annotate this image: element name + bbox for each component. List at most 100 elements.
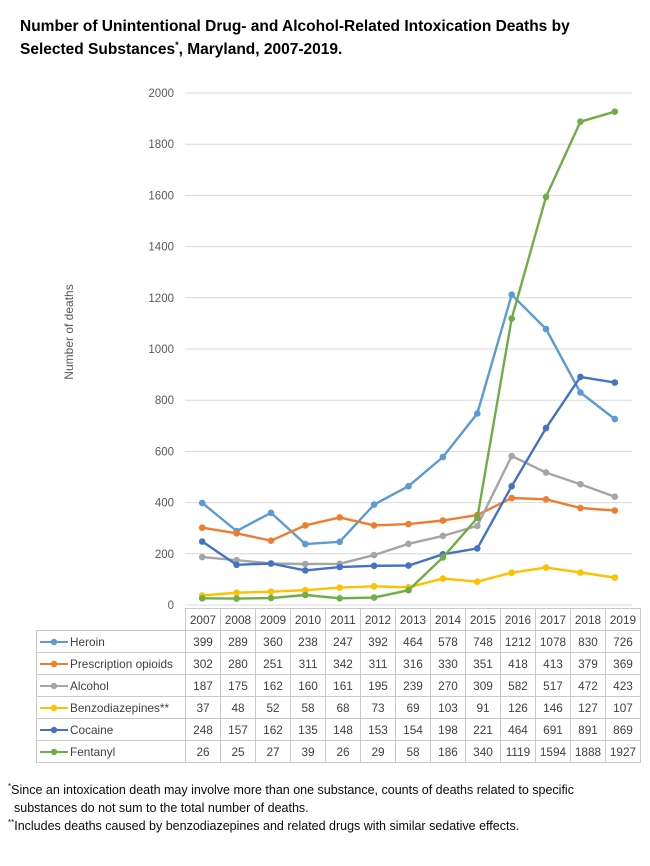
series-name: Benzodiazepines** [70,700,170,715]
year-header-cell: 2016 [500,608,536,631]
table-header-row: 2007 2008 2009 2010 2011 2012 2013 2014 2015 2016… [37,608,641,631]
value-cell: 1119 [500,740,536,763]
value-cell: 127 [570,696,606,719]
value-cell: 311 [360,652,396,675]
data-point-heroin [405,482,412,490]
value-cell: 37 [185,696,221,719]
data-point-heroin [577,389,584,396]
value-cell: 351 [465,652,501,675]
data-point-fentanyl [370,594,378,601]
value-cell: 869 [605,718,641,741]
y-tick-label: 400 [155,498,174,510]
footnote-1: *Since an intoxication death may involve… [8,781,586,817]
value-cell: 58 [395,740,431,763]
series-marker-icon [40,660,68,667]
data-point-alcohol [370,551,378,559]
value-cell: 311 [290,652,326,675]
value-cell: 472 [570,674,606,697]
data-point-cocaine [233,561,240,569]
series-name: Heroin [70,634,105,649]
series-name: Alcohol [70,678,109,693]
legend-cell: Prescription opioids [36,652,186,675]
value-cell: 153 [360,718,396,741]
series-line-alcohol [200,454,616,566]
legend-cell: Cocaine [36,718,186,741]
data-point-benzodiazepines [474,578,481,585]
data-point-prescription-opioids [336,514,344,521]
data-point-alcohol [577,480,584,488]
value-cell: 195 [360,674,396,697]
y-tick-label: 1400 [148,242,174,254]
year-header-cell: 2011 [325,608,361,631]
value-cell: 309 [465,674,501,697]
data-point-fentanyl [233,595,240,602]
data-point-alcohol [233,556,240,564]
year-header-cell: 2015 [465,608,501,631]
data-point-fentanyl [474,514,481,522]
value-cell: 270 [430,674,466,697]
value-cell: 238 [290,630,326,653]
data-point-heroin [267,509,275,517]
value-cell: 578 [430,630,466,653]
data-point-heroin [474,410,481,417]
title-footnote-marker: * [175,39,179,50]
data-point-alcohol [474,522,481,530]
legend-cell: Benzodiazepines** [36,696,186,719]
value-cell: 148 [325,718,361,741]
data-point-cocaine [336,563,344,571]
data-point-heroin [439,453,447,461]
year-header-cell: 2007 [185,608,221,631]
value-cell: 1594 [535,740,571,763]
series-name: Cocaine [70,722,114,737]
data-point-fentanyl [267,594,275,602]
year-header-cell: 2017 [535,608,571,631]
table-row: Cocaine 248 157 162 135 148 153 154 198 221 464 691… [36,718,641,741]
year-header-cell: 2013 [395,608,431,631]
value-cell: 160 [290,674,326,697]
y-tick-label: 0 [168,600,174,611]
year-header-cell: 2018 [570,608,606,631]
value-cell: 392 [360,630,396,653]
table-row: Prescription opioids 302 280 251 311 342 311 31… [36,652,641,675]
data-point-benzodiazepines [611,574,619,581]
value-cell: 175 [220,674,256,697]
value-cell: 289 [220,630,256,653]
data-point-fentanyl [542,193,550,201]
y-tick-label: 1600 [148,190,174,202]
data-point-alcohol [508,452,515,460]
year-header-cell: 2012 [360,608,396,631]
y-tick-label: 1000 [148,344,174,356]
data-point-benzodiazepines [336,584,344,591]
value-cell: 186 [430,740,466,763]
data-point-alcohol [611,493,619,501]
y-tick-label: 2000 [148,88,174,100]
value-cell: 91 [465,696,501,719]
data-point-benzodiazepines [542,564,550,571]
value-cell: 399 [185,630,221,653]
value-cell: 748 [465,630,501,653]
series-marker-icon [40,748,68,755]
value-cell: 247 [325,630,361,653]
legend-cell: Heroin [36,630,186,653]
value-cell: 1927 [605,740,641,763]
value-cell: 891 [570,718,606,741]
value-cell: 330 [430,652,466,675]
data-point-prescription-opioids [542,496,550,503]
value-cell: 198 [430,718,466,741]
value-cell: 73 [360,696,396,719]
value-cell: 29 [360,740,396,763]
value-cell: 162 [255,718,291,741]
y-tick-label: 1200 [148,293,174,305]
value-cell: 25 [220,740,256,763]
data-point-heroin [508,291,515,298]
data-point-heroin [198,499,206,507]
data-point-prescription-opioids [198,524,206,531]
data-point-benzodiazepines [439,575,447,582]
y-tick-label: 1800 [148,139,174,151]
value-cell: 726 [605,630,641,653]
value-cell: 302 [185,652,221,675]
value-cell: 830 [570,630,606,653]
table-row: Fentanyl 26 25 27 39 26 29 58 186 340 1119 1594 1888… [36,740,641,763]
table-row: Benzodiazepines** 37 48 52 58 68 73 69 103 91 126 1… [36,696,641,719]
chart-title-text: Number of Unintentional Drug- and Alcoho… [20,18,570,58]
